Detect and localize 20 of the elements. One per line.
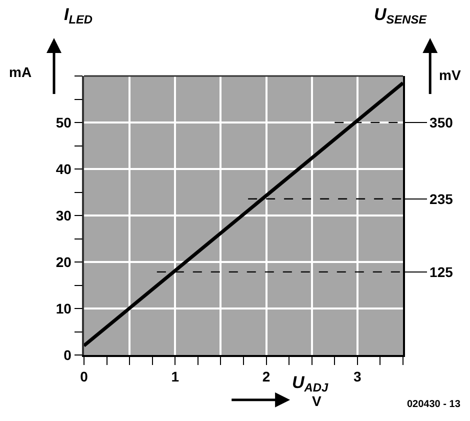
y-tick-label: 30: [56, 207, 72, 224]
x-axis-title: U$_{ADJ}$: [292, 373, 328, 395]
y-tick-label: 20: [56, 254, 72, 270]
y2-tick-label: 350: [430, 114, 454, 130]
y2-tick-label: 125: [430, 264, 454, 280]
y-tick-label: 40: [56, 160, 72, 177]
y2-axis-title: U$_{SENSE}$: [374, 5, 428, 27]
x-tick-label: 1: [171, 368, 180, 385]
text: mA: [9, 64, 32, 80]
y-tick-label: 50: [56, 114, 72, 130]
x-tick-label: 2: [262, 368, 270, 385]
x-tick-label: 3: [354, 368, 362, 385]
text: mV: [439, 67, 462, 83]
text: V: [312, 393, 322, 409]
text: 020430 - 13: [407, 399, 461, 410]
y2-tick-label: 235: [430, 190, 454, 207]
y-tick-label: 0: [64, 346, 72, 363]
y-axis-title: I$_{LED}$: [64, 5, 93, 27]
y-tick-label: 10: [56, 300, 72, 316]
x-tick-label: 0: [80, 368, 88, 385]
